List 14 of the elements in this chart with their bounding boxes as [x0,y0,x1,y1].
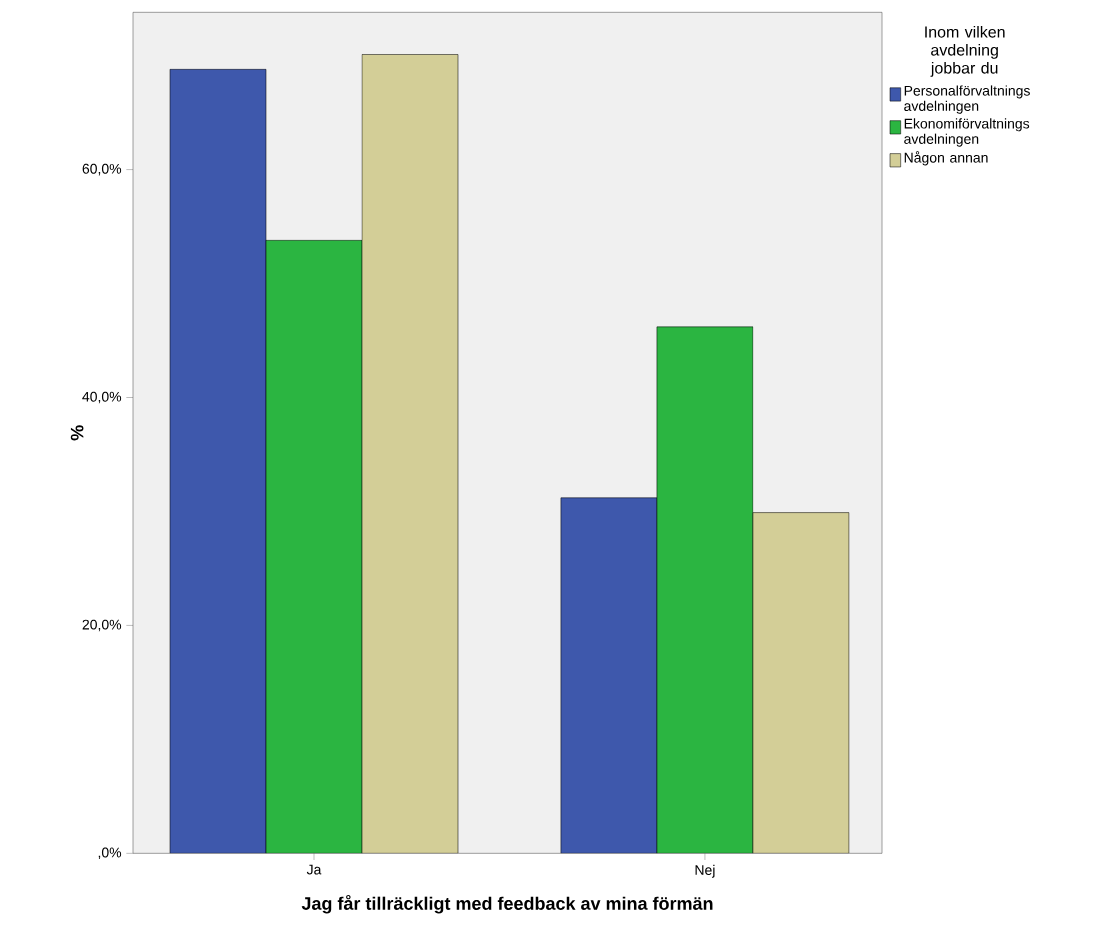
y-tick-label: 40,0% [82,391,122,404]
x-tick-label: Nej [695,864,715,878]
legend-label: Någon annan [904,151,988,166]
legend-label: Personalförvaltnings avdelningen [904,85,1030,114]
y-tick-label: 60,0% [82,163,122,176]
y-axis-title: % [70,425,84,441]
bar [169,69,267,854]
x-axis-title: Jag får tillräckligt med feedback av mina förmän [301,894,713,914]
legend-title: Inom vilken avdelning jobbar du [925,25,1005,77]
x-tick-label: Ja [306,864,322,875]
bar [560,497,658,854]
y-tick-label: 20,0% [82,619,122,632]
legend-label: Ekonomiförvaltnings avdelningen [904,118,1030,147]
y-tick-label: ,0% [98,847,122,860]
